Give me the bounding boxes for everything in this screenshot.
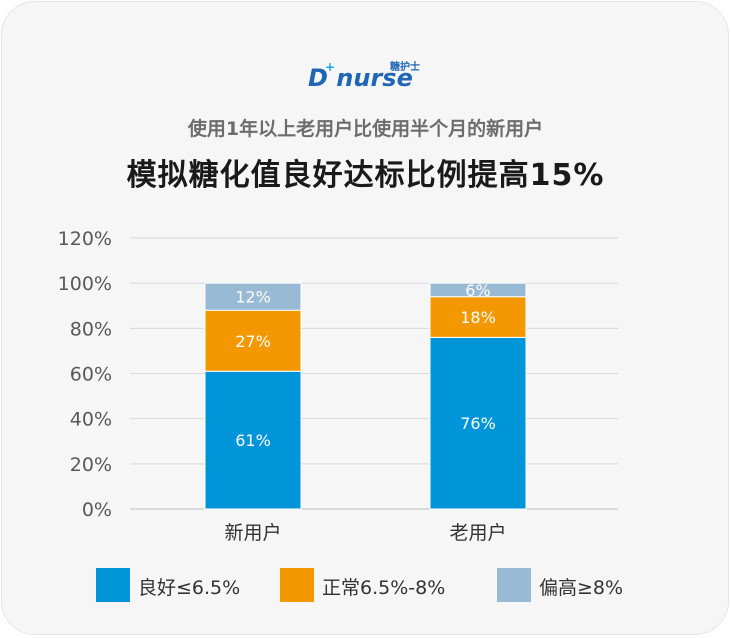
legend-label-good: 良好≤6.5% bbox=[138, 577, 241, 599]
y-tick-label: 120% bbox=[58, 228, 112, 250]
y-tick-label: 100% bbox=[58, 273, 112, 295]
logo-chinese-name: 糖护士 bbox=[390, 62, 420, 73]
bar-segment bbox=[429, 336, 527, 510]
legend-swatch-high bbox=[497, 568, 531, 602]
data-label: 76% bbox=[460, 414, 496, 433]
y-tick-label: 20% bbox=[70, 454, 112, 476]
dnurse-logo: D nurse + 糖护士 bbox=[308, 58, 428, 92]
bar-segment bbox=[204, 309, 302, 372]
data-label: 27% bbox=[235, 332, 271, 351]
legend-swatch-good bbox=[96, 568, 130, 602]
data-label: 12% bbox=[235, 288, 271, 307]
legend-label-high: 偏高≥8% bbox=[539, 577, 624, 599]
logo-wordmark: D nurse bbox=[308, 64, 413, 92]
y-tick-label: 80% bbox=[70, 318, 112, 340]
logo-plus-mark: + bbox=[325, 60, 336, 74]
y-tick-label: 40% bbox=[70, 409, 112, 431]
legend-swatch-normal bbox=[280, 568, 314, 602]
y-tick-label: 60% bbox=[70, 364, 112, 386]
data-label: 6% bbox=[465, 281, 490, 300]
chart-title: 模拟糖化值良好达标比例提高15% bbox=[126, 158, 605, 193]
bar-segment bbox=[204, 282, 302, 311]
x-tick-label: 新用户 bbox=[224, 522, 281, 544]
data-label: 61% bbox=[235, 431, 271, 450]
x-tick-label: 老用户 bbox=[449, 522, 506, 544]
chart-legend: 良好≤6.5% 正常6.5%-8% 偏高≥8% bbox=[0, 568, 731, 604]
chart-subtitle: 使用1年以上老用户比使用半个月的新用户 bbox=[187, 118, 544, 140]
data-label: 18% bbox=[460, 308, 496, 327]
bar-segment bbox=[429, 296, 527, 338]
legend-label-normal: 正常6.5%-8% bbox=[322, 577, 446, 599]
stacked-bar-chart: 0% 20% 40% 60% 80% 100% 120% 61% 27% 12% 新用户 76% 18%… bbox=[58, 228, 618, 544]
y-tick-label: 0% bbox=[82, 499, 112, 521]
bar-segment bbox=[429, 282, 527, 298]
bar-segment bbox=[204, 370, 302, 510]
